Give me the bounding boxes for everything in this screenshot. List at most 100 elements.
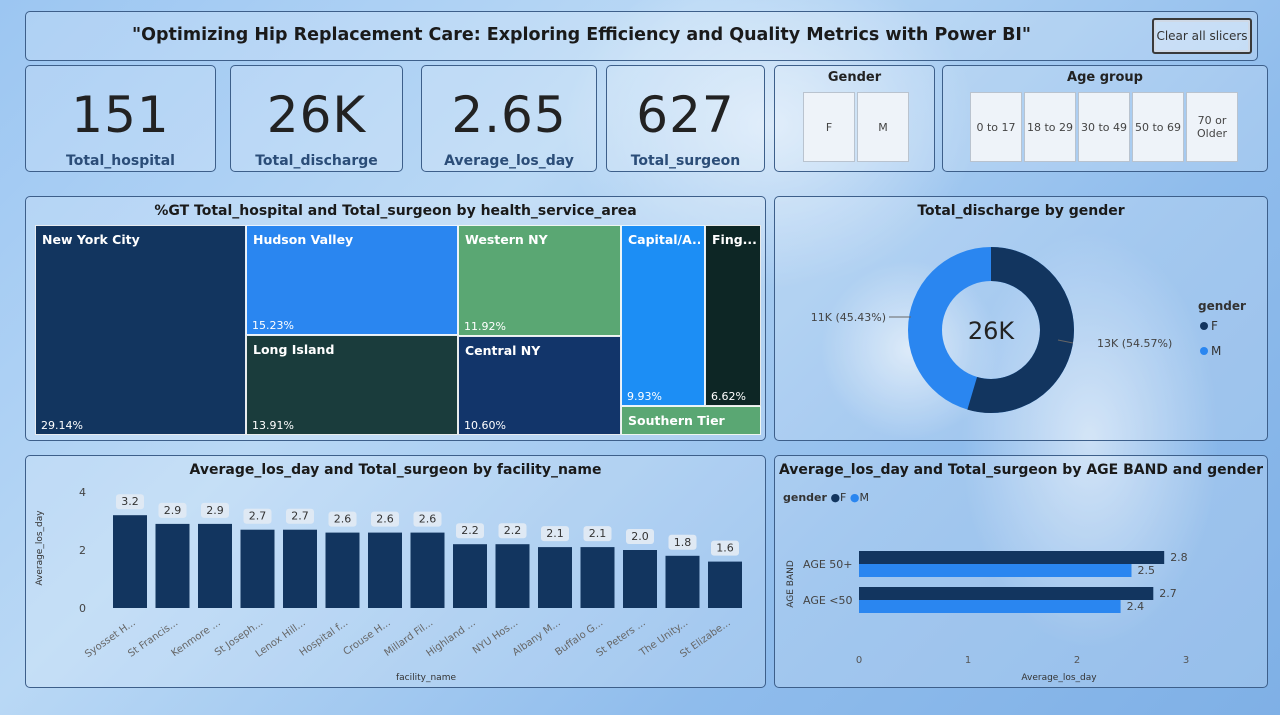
data-label: 2.7 <box>249 510 267 523</box>
treemap-tile-capital[interactable]: Capital/A... 9.93% <box>621 225 705 406</box>
data-label-bg <box>243 508 272 524</box>
data-label: 2.9 <box>164 504 182 517</box>
slicer-option-30-49[interactable]: 30 to 49 <box>1078 92 1130 162</box>
data-label: 2.1 <box>546 527 564 540</box>
legend-label-m[interactable]: M <box>1211 344 1221 358</box>
bar[interactable] <box>859 564 1132 577</box>
treemap-tile-long-island[interactable]: Long Island 13.91% <box>246 335 458 435</box>
tile-name: Capital/A... <box>628 232 700 247</box>
kpi-value: 151 <box>71 86 170 144</box>
bar[interactable] <box>580 547 615 608</box>
ageband-bar-visual: Average_los_day and Total_surgeon by AGE… <box>774 455 1268 688</box>
slicer-title: Age group <box>1067 70 1143 85</box>
slicer-option-m[interactable]: M <box>857 92 909 162</box>
clear-slicers-button[interactable]: Clear all slicers <box>1152 18 1252 54</box>
legend-dot-f: ● <box>830 491 841 504</box>
treemap-tile-central-ny[interactable]: Central NY 10.60% <box>458 336 621 435</box>
donut-label-m: 11K (45.43%) <box>811 311 886 324</box>
data-label: 2.7 <box>291 510 309 523</box>
y-axis-title: AGE BAND <box>786 560 796 608</box>
legend-dot-m: ● <box>849 491 860 504</box>
kpi-value: 627 <box>636 86 735 144</box>
bar[interactable] <box>859 551 1165 564</box>
bar[interactable] <box>155 523 190 608</box>
slicer-option-70-older[interactable]: 70 or Older <box>1186 92 1238 162</box>
bar[interactable] <box>623 550 657 608</box>
bar[interactable] <box>198 523 232 608</box>
bar[interactable] <box>495 544 530 608</box>
kpi-value: 26K <box>266 86 367 144</box>
bar[interactable] <box>859 600 1121 613</box>
data-label: 1.8 <box>674 536 692 549</box>
y-axis-title: Average_los_day <box>35 510 45 586</box>
legend-dot-m <box>1200 347 1208 355</box>
ageband-legend: gender ●F ●M <box>783 491 869 504</box>
bar[interactable] <box>368 532 402 608</box>
data-label: 2.9 <box>206 504 224 517</box>
kpi-card-total-hospital: 151 Total_hospital <box>25 65 216 172</box>
bar[interactable] <box>325 532 360 608</box>
data-label: 2.0 <box>631 530 649 543</box>
y-tick-label: 4 <box>79 486 86 499</box>
y-tick-label: AGE 50+ <box>803 558 853 571</box>
bar[interactable] <box>665 555 700 608</box>
donut-svg: 26K 13K (54.57%) 11K (45.43%) gender F M <box>811 247 1246 413</box>
gender-slicer: Gender F M <box>774 65 935 172</box>
tile-name: Fing... <box>712 232 756 247</box>
slicer-option-f[interactable]: F <box>803 92 855 162</box>
tile-percent: 15.23% <box>252 319 294 332</box>
kpi-value: 2.65 <box>451 86 567 144</box>
bar[interactable] <box>859 587 1154 600</box>
legend-label-m[interactable]: M <box>859 491 869 504</box>
treemap-tile-southern-tier[interactable]: Southern Tier <box>621 406 761 435</box>
bar[interactable] <box>283 529 317 608</box>
bar[interactable] <box>240 529 275 608</box>
data-label: 2.6 <box>419 513 437 526</box>
y-tick-label: 2 <box>79 544 86 557</box>
tile-name: Long Island <box>253 342 335 357</box>
data-label-bg <box>116 494 144 510</box>
x-axis-title: Average_los_day <box>1021 673 1097 683</box>
x-tick-label: 0 <box>856 655 862 666</box>
tile-name: Central NY <box>465 343 541 358</box>
treemap-tile-western-ny[interactable]: Western NY 11.92% <box>458 225 621 336</box>
slicer-option-0-17[interactable]: 0 to 17 <box>970 92 1022 162</box>
data-label-bg <box>286 508 314 524</box>
donut-slice-f[interactable] <box>908 247 1074 413</box>
data-label: 2.5 <box>1138 564 1156 577</box>
treemap-tile-new-york-city[interactable]: New York City 29.14% <box>35 225 246 435</box>
facility-bar-visual: Average_los_day and Total_surgeon by fac… <box>25 455 766 688</box>
bar[interactable] <box>113 515 147 608</box>
tile-name: Southern Tier <box>628 413 725 428</box>
treemap-tile-finger-lakes[interactable]: Fing... 6.62% <box>705 225 761 406</box>
slicer-option-50-69[interactable]: 50 to 69 <box>1132 92 1184 162</box>
tile-percent: 11.92% <box>464 320 506 333</box>
data-label: 2.1 <box>589 527 607 540</box>
legend-dot-f <box>1200 322 1208 330</box>
kpi-label: Total_surgeon <box>630 153 741 169</box>
visual-title: Total_discharge by gender <box>917 203 1125 219</box>
visual-title: Average_los_day and Total_surgeon by fac… <box>189 462 602 478</box>
x-tick-label: 1 <box>965 655 971 666</box>
data-label: 2.2 <box>461 524 479 537</box>
treemap-tile-hudson-valley[interactable]: Hudson Valley 15.23% <box>246 225 458 335</box>
tile-name: Western NY <box>465 232 548 247</box>
bar[interactable] <box>708 561 742 608</box>
bar[interactable] <box>538 547 572 608</box>
bar[interactable] <box>453 544 487 608</box>
data-label-bg <box>626 529 654 544</box>
legend-label-f[interactable]: F <box>1211 319 1218 333</box>
slicer-option-18-29[interactable]: 18 to 29 <box>1024 92 1076 162</box>
legend-label-f[interactable]: F <box>840 491 847 504</box>
kpi-label: Total_discharge <box>255 153 378 169</box>
donut-visual: Total_discharge by gender 26K 13K (54.57… <box>774 196 1268 441</box>
tile-percent: 6.62% <box>711 390 746 403</box>
data-label-bg <box>328 511 357 527</box>
data-label-bg <box>583 526 612 542</box>
legend-title: gender <box>783 491 827 504</box>
bar[interactable] <box>410 532 445 608</box>
donut-label-f: 13K (54.57%) <box>1097 337 1172 350</box>
data-label: 2.2 <box>504 524 522 537</box>
visual-title: %GT Total_hospital and Total_surgeon by … <box>154 203 637 219</box>
